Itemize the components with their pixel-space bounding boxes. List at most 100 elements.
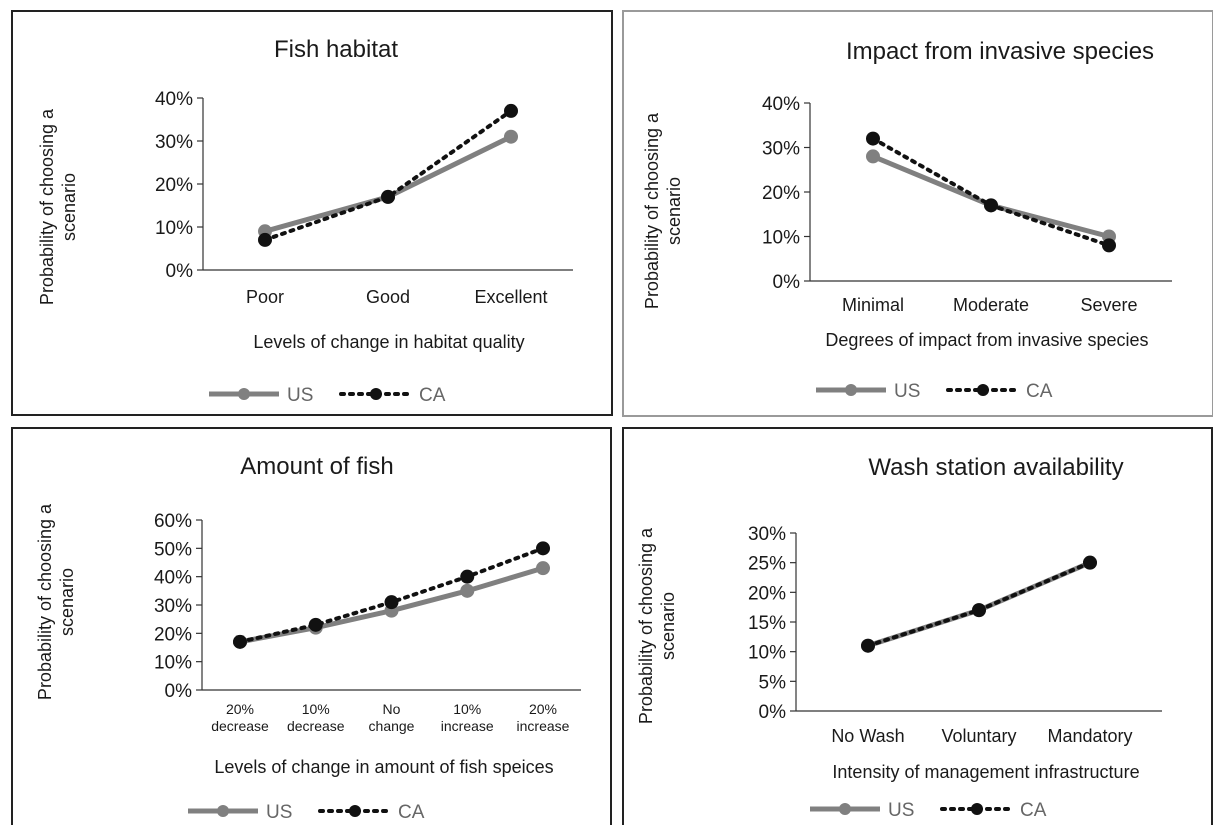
legend-marker-us xyxy=(845,384,857,396)
data-point-ca xyxy=(536,541,550,556)
x-category-label: 10% increase xyxy=(441,701,494,734)
x-category-label: Minimal xyxy=(842,295,904,315)
legend-marker-us xyxy=(238,388,250,400)
x-category-label-line: increase xyxy=(517,718,570,734)
x-category-label: Excellent xyxy=(474,287,547,307)
y-tick-label: 30% xyxy=(748,524,786,545)
x-axis-label: Degrees of impact from invasive species xyxy=(825,330,1148,350)
x-category-label: Mandatory xyxy=(1047,726,1132,746)
x-category-label-line: No xyxy=(383,701,401,717)
x-category-label: 20% decrease xyxy=(211,701,269,734)
y-tick-label: 30% xyxy=(154,596,192,617)
legend-label-us: US xyxy=(894,381,920,402)
data-point-us xyxy=(504,129,518,144)
y-tick-label: 20% xyxy=(154,624,192,645)
chart-title: Wash station availability xyxy=(868,454,1123,481)
series-line-us xyxy=(872,154,1110,239)
y-tick-label: 40% xyxy=(762,94,800,115)
data-point-ca xyxy=(1083,555,1097,570)
y-tick-label: 10% xyxy=(155,218,193,239)
data-point-ca xyxy=(460,569,475,584)
data-point-ca xyxy=(381,189,395,204)
y-axis-label-line: Probability of choosing a xyxy=(35,503,55,700)
legend-marker-ca xyxy=(977,384,989,396)
chart-svg: Impact from invasive species Probability … xyxy=(642,38,1172,402)
x-category-label: No Wash xyxy=(831,726,904,746)
x-category-label: Voluntary xyxy=(941,726,1016,746)
y-tick-label: 20% xyxy=(155,175,193,196)
x-category-label-line: 20% xyxy=(226,701,254,717)
data-point-ca xyxy=(258,232,272,247)
y-tick-label: 0% xyxy=(773,272,801,293)
data-point-ca xyxy=(984,198,998,213)
data-point-ca xyxy=(384,595,399,610)
chart-svg: Wash station availability Probability of … xyxy=(636,454,1162,821)
data-point-ca xyxy=(504,103,518,118)
series-line-us xyxy=(264,134,513,234)
x-axis-label: Intensity of management infrastructure xyxy=(832,762,1139,782)
x-category-label: No change xyxy=(369,701,415,734)
x-axis-label: Levels of change in amount of fish speic… xyxy=(214,757,553,777)
chart-panel-wash-station: Wash station availability Probability of … xyxy=(622,427,1213,825)
y-axis-label-line: Probability of choosing a xyxy=(37,108,57,305)
y-axis-label: Probability of choosing a scenario xyxy=(642,112,684,309)
x-category-label: 10% decrease xyxy=(287,701,345,734)
chart-title: Impact from invasive species xyxy=(846,38,1154,65)
data-point-us xyxy=(536,561,550,576)
y-tick-label: 0% xyxy=(165,681,193,702)
y-tick-label: 0% xyxy=(166,261,194,282)
legend-label-ca: CA xyxy=(1020,800,1047,821)
y-tick-label: 30% xyxy=(762,139,800,160)
data-point-ca xyxy=(233,634,247,649)
legend-marker-ca xyxy=(971,803,983,815)
data-point-us xyxy=(866,149,880,164)
x-category-label-line: 20% xyxy=(529,701,557,717)
legend-marker-ca xyxy=(349,805,361,817)
chart-panel-fish-habitat: Fish habitat Probability of choosing a sce… xyxy=(11,10,613,416)
x-category-label: Poor xyxy=(246,287,284,307)
legend-label-us: US xyxy=(287,385,313,406)
data-point-ca xyxy=(866,131,880,146)
y-axis-label-line: scenario xyxy=(658,592,678,660)
x-axis-label: Levels of change in habitat quality xyxy=(253,332,524,352)
y-tick-label: 40% xyxy=(155,89,193,110)
y-tick-label: 10% xyxy=(748,643,786,664)
data-point-ca xyxy=(1102,238,1116,253)
legend-marker-us xyxy=(839,803,851,815)
x-category-label-line: decrease xyxy=(287,718,345,734)
legend-label-us: US xyxy=(888,800,914,821)
series-line-ca xyxy=(238,546,545,644)
legend-label-ca: CA xyxy=(419,385,446,406)
y-tick-label: 50% xyxy=(154,539,192,560)
chart-svg: Fish habitat Probability of choosing a sce… xyxy=(37,36,573,406)
x-category-label-line: decrease xyxy=(211,718,269,734)
x-category-label: 20% increase xyxy=(517,701,570,734)
y-axis-label-line: Probability of choosing a xyxy=(642,112,662,309)
data-point-ca xyxy=(972,603,986,618)
x-category-label-line: increase xyxy=(441,718,494,734)
y-tick-label: 40% xyxy=(154,568,192,589)
y-axis-label-line: scenario xyxy=(664,177,684,245)
y-tick-label: 10% xyxy=(762,228,800,249)
y-tick-label: 30% xyxy=(155,132,193,153)
y-axis-label: Probability of choosing a scenario xyxy=(35,503,77,700)
y-tick-label: 25% xyxy=(748,554,786,575)
y-tick-label: 20% xyxy=(748,583,786,604)
data-point-ca xyxy=(308,617,323,632)
x-category-label: Severe xyxy=(1080,295,1137,315)
x-category-label-line: 10% xyxy=(453,701,481,717)
data-point-us xyxy=(460,583,475,598)
y-tick-label: 10% xyxy=(154,653,192,674)
chart-panel-invasive-species: Impact from invasive species Probability … xyxy=(622,10,1213,417)
legend-label-us: US xyxy=(266,802,292,823)
y-axis-label: Probability of choosing a scenario xyxy=(37,108,79,305)
chart-title: Fish habitat xyxy=(274,36,398,63)
y-tick-label: 20% xyxy=(762,183,800,204)
x-category-label: Moderate xyxy=(953,295,1029,315)
legend-label-ca: CA xyxy=(1026,381,1053,402)
y-tick-label: 15% xyxy=(748,613,786,634)
x-category-label: Good xyxy=(366,287,410,307)
y-axis-label-line: Probability of choosing a xyxy=(636,527,656,724)
y-axis-label-line: scenario xyxy=(57,568,77,636)
